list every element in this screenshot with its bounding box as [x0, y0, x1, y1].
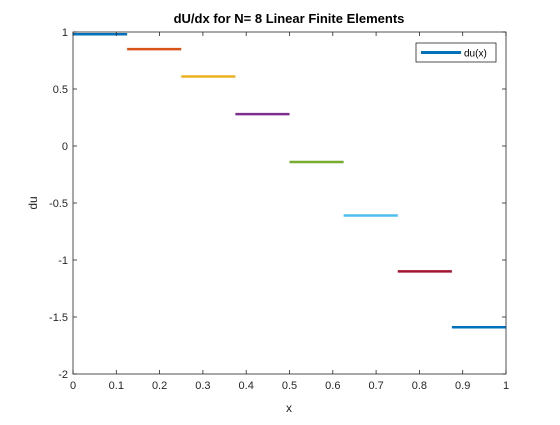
y-tick-label: 1: [62, 27, 68, 39]
x-tick-label: 0.3: [195, 380, 210, 392]
x-tick-label: 0.9: [455, 380, 470, 392]
x-axis-label: x: [286, 401, 292, 415]
x-tick-label: 0.2: [152, 380, 167, 392]
y-tick-label: 0.5: [53, 84, 68, 96]
y-tick-label: -1: [58, 255, 68, 267]
x-tick-label: 0.5: [282, 380, 297, 392]
x-tick-label: 0: [70, 380, 76, 392]
x-tick-label: 0.7: [368, 380, 383, 392]
y-tick-label: -0.5: [49, 198, 68, 210]
y-tick-label: 0: [62, 141, 68, 153]
axes-layer: 0 0.1 0.2 0.3 0.4 0.5 0.6 0.7 0.8 0.9 1 1 0.5 0 -0.5 -1…: [49, 27, 509, 392]
x-tick-label: 0.8: [412, 380, 427, 392]
x-tick-label: 0.6: [325, 380, 340, 392]
series-layer: [73, 33, 506, 329]
chart-title: dU/dx for N= 8 Linear Finite Elements: [174, 11, 405, 26]
plot-area: [73, 32, 506, 374]
legend-label-du: du(x): [464, 49, 487, 60]
legend: du(x): [415, 42, 497, 63]
x-tick-label: 0.1: [109, 380, 124, 392]
y-axis-label: du: [26, 196, 40, 209]
x-tick-label: 0.4: [239, 380, 254, 392]
y-tick-label: -2: [58, 369, 68, 381]
x-tick-label: 1: [503, 380, 509, 392]
y-tick-label: -1.5: [49, 312, 68, 324]
